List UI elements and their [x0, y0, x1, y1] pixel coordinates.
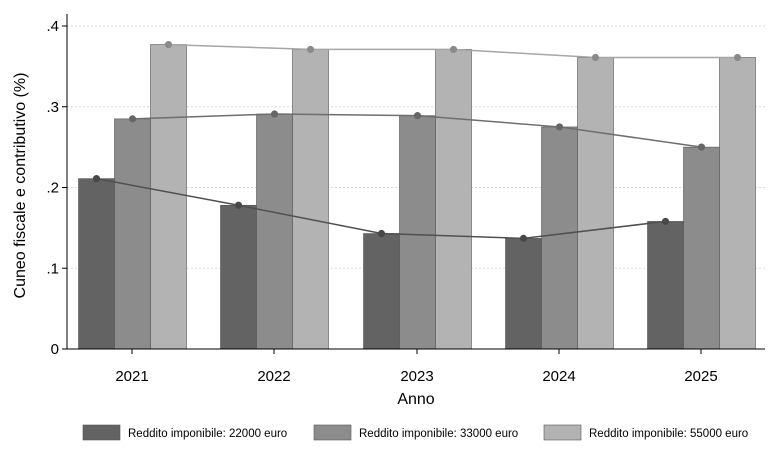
- legend: Reddito imponibile: 22000 euro Reddito im…: [82, 424, 748, 441]
- point-3-2022: [306, 45, 315, 54]
- x-tick-label: 2023: [400, 368, 433, 385]
- axes: 0 .1 .2 .3 .4 2021 2022 2023 2024 2025: [46, 14, 765, 385]
- bar-2-2024: [541, 126, 578, 350]
- bar-1-2022: [220, 204, 257, 350]
- point-2-2024: [555, 123, 564, 131]
- y-tick-label: .2: [46, 180, 59, 197]
- bar-3-2022: [292, 49, 329, 350]
- x-tick-label: 2024: [542, 368, 575, 385]
- bars: [78, 44, 756, 350]
- bar-1-2024: [505, 238, 542, 350]
- point-3-2024: [591, 53, 600, 62]
- legend-swatch-3: [543, 424, 582, 441]
- bar-2-2021: [114, 118, 151, 350]
- y-tick-label: 0: [51, 341, 59, 358]
- x-axis-label: Anno: [397, 391, 434, 408]
- legend-swatch-2: [313, 424, 352, 441]
- y-tick-label: .3: [46, 99, 59, 116]
- bar-1-2021: [78, 178, 115, 350]
- point-2-2022: [270, 110, 279, 118]
- point-1-2023: [377, 229, 386, 238]
- legend-label-1: Reddito imponibile: 22000 euro: [128, 428, 287, 440]
- y-axis-label: Cuneo fiscale e contributivo (%): [12, 73, 29, 299]
- point-3-2021: [164, 40, 173, 49]
- x-tick-label: 2022: [257, 368, 290, 385]
- point-2-2023: [413, 112, 422, 120]
- bar-3-2025: [719, 57, 756, 350]
- point-3-2023: [449, 45, 458, 54]
- x-tick-label: 2021: [115, 368, 148, 385]
- legend-swatch-1: [82, 424, 121, 441]
- point-1-2024: [519, 234, 528, 242]
- point-2-2021: [128, 115, 137, 123]
- legend-label-2: Reddito imponibile: 33000 euro: [359, 428, 518, 440]
- x-tick-label: 2025: [684, 368, 717, 385]
- legend-label-3: Reddito imponibile: 55000 euro: [589, 428, 748, 440]
- series-lines: [92, 40, 742, 242]
- point-1-2021: [92, 175, 101, 183]
- bar-3-2023: [435, 49, 472, 350]
- bar-1-2023: [363, 233, 400, 350]
- point-1-2022: [234, 201, 243, 209]
- point-1-2025: [661, 217, 670, 226]
- bar-3-2024: [577, 57, 614, 350]
- bar-3-2021: [150, 44, 187, 350]
- bar-1-2025: [647, 221, 684, 350]
- y-tick-label: .1: [46, 260, 59, 277]
- bar-2-2025: [683, 146, 720, 350]
- bar-2-2023: [399, 115, 436, 350]
- y-tick-label: .4: [46, 18, 59, 35]
- point-3-2025: [733, 53, 742, 62]
- bar-2-2022: [256, 113, 293, 350]
- point-2-2025: [697, 143, 706, 151]
